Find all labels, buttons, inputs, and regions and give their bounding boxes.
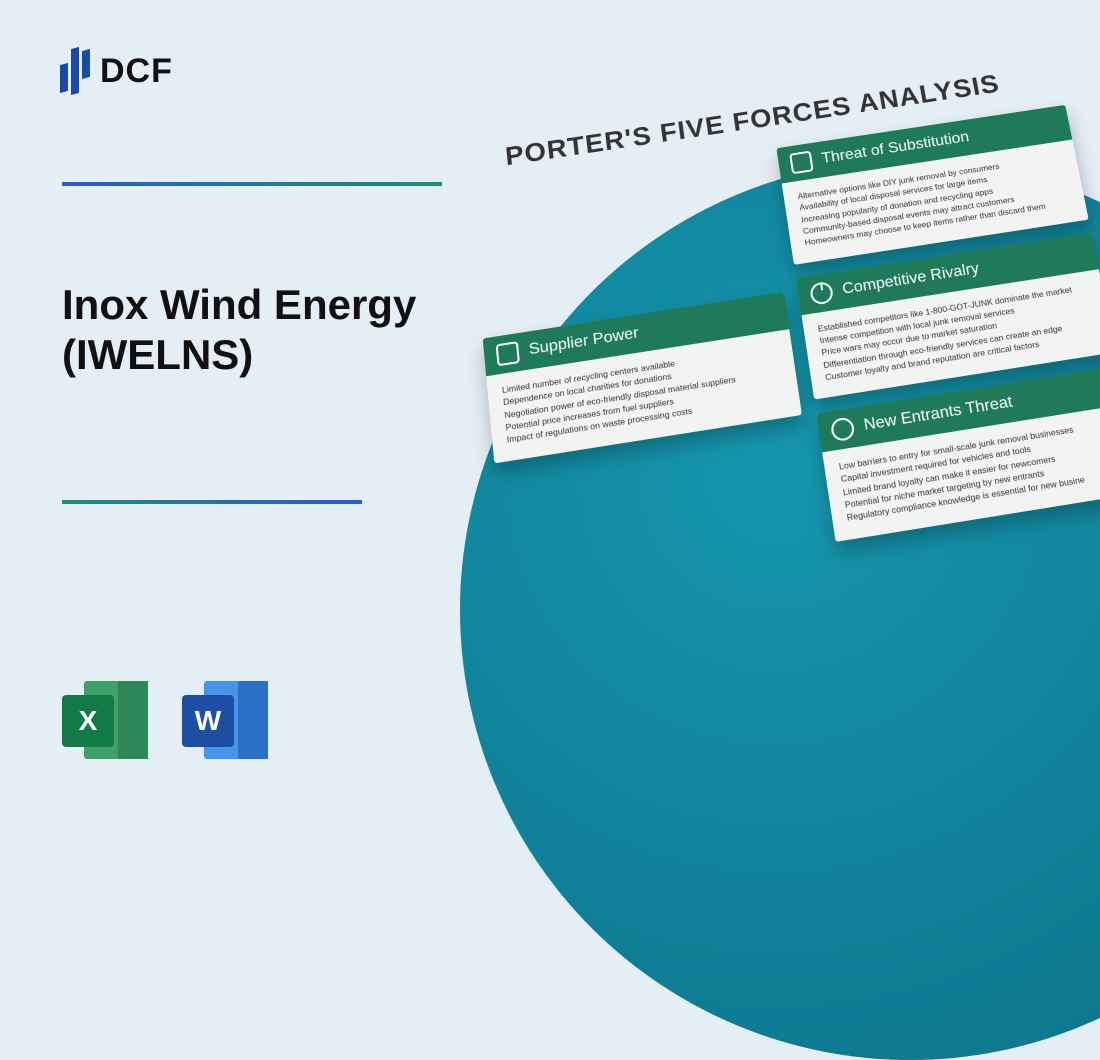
- divider-bottom: [62, 500, 362, 504]
- page-title: Inox Wind Energy (IWELNS): [62, 280, 522, 381]
- link-icon: [496, 341, 520, 366]
- people-icon: [830, 416, 856, 442]
- divider-top: [62, 182, 442, 186]
- clock-icon: [809, 280, 834, 305]
- refresh-icon: [789, 151, 814, 175]
- porter-analysis: PORTER'S FIVE FORCES ANALYSIS Supplier P…: [465, 56, 1100, 594]
- app-icons: X W: [62, 675, 272, 765]
- card-competitive-rivalry: Competitive Rivalry Established competit…: [796, 232, 1100, 399]
- excel-icon: X: [62, 675, 152, 765]
- logo-text: DCF: [100, 52, 173, 91]
- logo: DCF: [60, 48, 173, 94]
- logo-icon: [60, 48, 90, 94]
- word-icon: W: [182, 675, 272, 765]
- card-supplier-power: Supplier Power Limited number of recycli…: [483, 292, 802, 463]
